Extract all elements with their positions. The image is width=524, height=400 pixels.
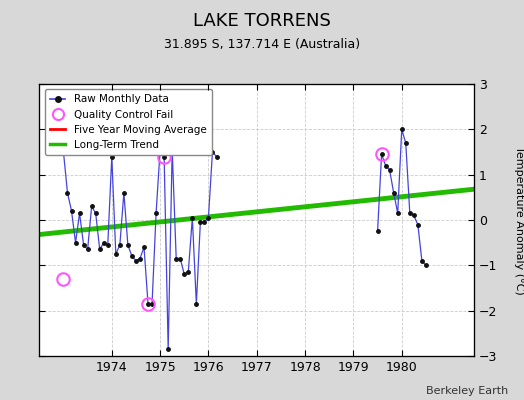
- Text: LAKE TORRENS: LAKE TORRENS: [193, 12, 331, 30]
- Text: 31.895 S, 137.714 E (Australia): 31.895 S, 137.714 E (Australia): [164, 38, 360, 51]
- Text: Berkeley Earth: Berkeley Earth: [426, 386, 508, 396]
- Legend: Raw Monthly Data, Quality Control Fail, Five Year Moving Average, Long-Term Tren: Raw Monthly Data, Quality Control Fail, …: [45, 89, 212, 155]
- Y-axis label: Temperature Anomaly (°C): Temperature Anomaly (°C): [514, 146, 524, 294]
